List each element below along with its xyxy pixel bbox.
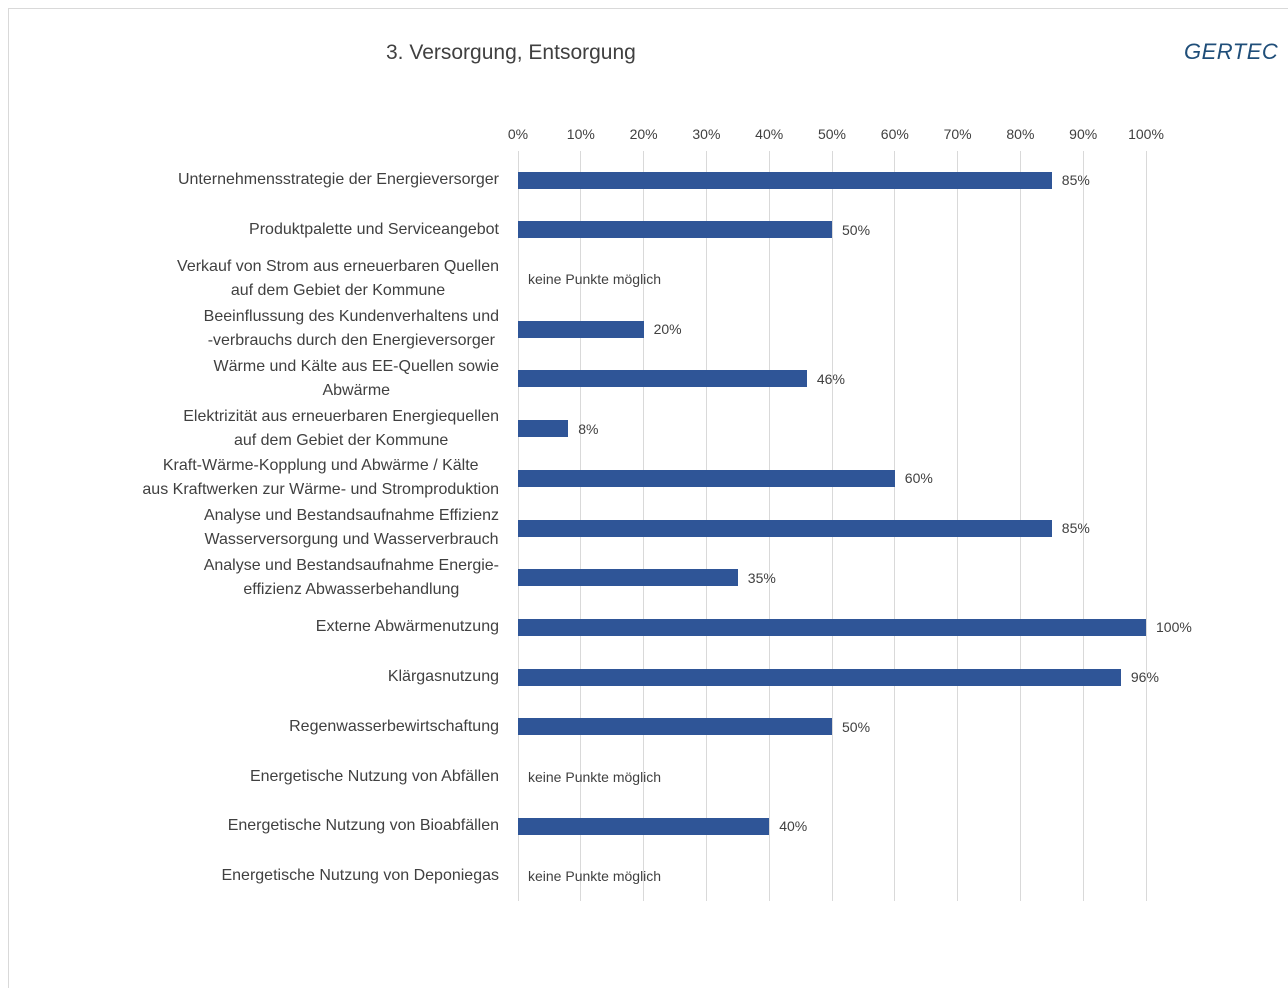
category-label: Externe Abwärmenutzung [315, 618, 499, 636]
value-label: 96% [1130, 669, 1159, 686]
value-label: 20% [653, 321, 682, 338]
category-label: Analyse und Bestandsaufnahme Effizienz W… [203, 507, 499, 548]
bar [518, 171, 1052, 189]
x-tick-label: 40% [755, 126, 784, 142]
x-tick-label: 20% [629, 126, 658, 142]
x-tick-label: 50% [817, 126, 847, 142]
category-label: Energetische Nutzung von Deponiegas [221, 867, 499, 884]
category-label: Klärgasnutzung [387, 668, 499, 686]
x-tick-label: 60% [880, 126, 909, 142]
value-label: 40% [779, 818, 808, 835]
x-tick-label: 100% [1128, 126, 1164, 142]
value-label: 85% [1061, 172, 1090, 188]
value-label: 35% [747, 569, 776, 586]
grid-line [1145, 151, 1147, 901]
bar [518, 618, 1146, 636]
bar [518, 718, 832, 736]
bar [518, 519, 1052, 537]
x-tick-label: 30% [692, 126, 721, 142]
category-label: Wärme und Kälte aus EE-Quellen sowie Abw… [213, 357, 499, 399]
value-label: 46% [816, 370, 845, 387]
bar [518, 569, 738, 587]
value-label: keine Punkte möglich [528, 868, 662, 884]
category-label: Energetische Nutzung von Abfällen [249, 767, 499, 785]
bar [518, 668, 1121, 686]
bar [518, 420, 569, 438]
chart-title: 3. Versorgung, Entsorgung [386, 41, 636, 64]
category-label: Analyse und Bestandsaufnahme Energie- ef… [203, 556, 499, 598]
value-label: 50% [842, 718, 871, 735]
x-tick-label: 70% [943, 126, 972, 142]
value-label: keine Punkte möglich [528, 768, 662, 785]
category-label: Verkauf von Strom aus erneuerbaren Quell… [177, 258, 499, 300]
value-label: 50% [842, 221, 871, 238]
bar [518, 817, 770, 835]
value-label: 60% [904, 470, 933, 487]
value-label: 100% [1156, 619, 1192, 636]
value-label: 8% [578, 420, 599, 437]
bar [518, 221, 832, 239]
category-label: Elektrizität aus erneuerbaren Energieque… [183, 407, 499, 449]
category-label: Unternehmensstrategie der Energieversorg… [177, 171, 499, 188]
category-label: Produktpalette und Serviceangebot [249, 220, 499, 238]
bar [518, 469, 895, 487]
category-label: Beeinflussung des Kundenverhaltens und -… [203, 308, 499, 350]
x-tick-label: 80% [1006, 126, 1035, 142]
category-label: Regenwasserbewirtschaftung [289, 717, 499, 735]
x-tick-label: 10% [566, 126, 595, 142]
value-label: keine Punkte möglich [528, 271, 662, 288]
logo: GERTEC [1184, 39, 1279, 64]
x-tick-label: 90% [1069, 126, 1098, 142]
category-label: Energetische Nutzung von Bioabfällen [227, 817, 499, 835]
bar [518, 320, 644, 338]
bar [518, 370, 807, 388]
x-tick-label: 0% [507, 126, 529, 142]
grid-line [1082, 151, 1084, 901]
chart: 3. Versorgung, Entsorgung GERTEC 0% 10% 20… [8, 8, 1288, 988]
value-label: 85% [1061, 520, 1090, 536]
category-label: Kraft-Wärme-Kopplung und Abwärme / Kälte… [142, 457, 499, 499]
